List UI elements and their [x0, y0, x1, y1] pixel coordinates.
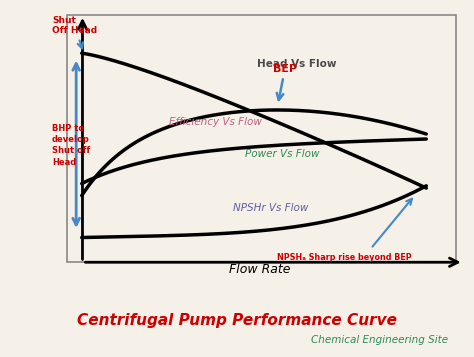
Text: Chemical Engineering Site: Chemical Engineering Site	[310, 335, 448, 345]
Text: Shut
Off Head: Shut Off Head	[52, 16, 97, 48]
Text: BHP to
develop
Shut off
Head: BHP to develop Shut off Head	[52, 124, 91, 166]
Text: Head Vs Flow: Head Vs Flow	[257, 59, 337, 69]
Text: Centrifugal Pump Performance Curve: Centrifugal Pump Performance Curve	[77, 313, 397, 328]
Text: Flow Rate: Flow Rate	[229, 263, 290, 276]
Text: Power Vs Flow: Power Vs Flow	[245, 149, 319, 159]
Text: BEP: BEP	[273, 64, 297, 100]
Text: NPSHₐ Sharp rise beyond BEP: NPSHₐ Sharp rise beyond BEP	[277, 253, 412, 262]
Text: Efficiency Vs Flow: Efficiency Vs Flow	[169, 117, 262, 127]
Text: NPSHr Vs Flow: NPSHr Vs Flow	[233, 202, 309, 212]
